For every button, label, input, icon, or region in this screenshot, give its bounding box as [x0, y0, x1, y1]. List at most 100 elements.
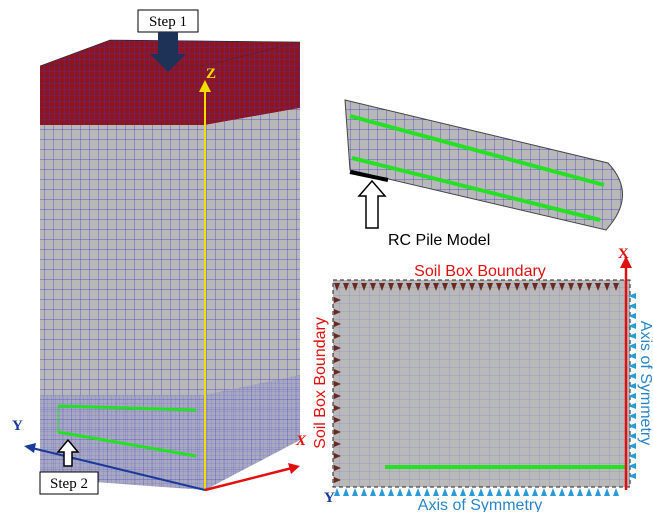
fixed-support: [379, 283, 385, 291]
fixed-support: [550, 283, 556, 291]
fixed-support: [514, 283, 520, 291]
fixed-support: [487, 283, 493, 291]
section-mesh: [333, 280, 630, 487]
fixed-support: [343, 283, 349, 291]
fixed-support: [361, 283, 367, 291]
step2-arrow: [56, 438, 80, 467]
fixed-support: [451, 283, 457, 291]
x-arrow: [288, 463, 300, 474]
roller-support: [550, 488, 556, 496]
fixed-support: [613, 283, 619, 291]
pile-arrow: [357, 179, 387, 229]
roller-support: [628, 453, 636, 459]
roller-support: [424, 488, 430, 496]
roller-support: [532, 488, 538, 496]
fixed-support: [505, 283, 511, 291]
step2-label: Step 2: [50, 476, 88, 492]
fixed-support: [478, 283, 484, 291]
supports: [334, 283, 636, 496]
roller-support: [487, 488, 493, 496]
step2-box: [39, 471, 99, 495]
pile: [344, 99, 623, 231]
roller-support: [370, 488, 376, 496]
roller-support: [628, 473, 636, 479]
fixed-support: [334, 333, 341, 339]
fixed-support: [397, 283, 403, 291]
roller-support: [478, 488, 484, 496]
roller-support: [505, 488, 511, 496]
fixed-support: [388, 283, 394, 291]
pile-label: RC Pile Model: [388, 232, 490, 249]
fixed-support: [532, 283, 538, 291]
fixed-support: [370, 283, 376, 291]
soil-block: [39, 39, 301, 490]
roller-support: [628, 353, 636, 359]
fixed-support: [334, 453, 341, 459]
fixed-support: [406, 283, 412, 291]
section-y-label: Y: [324, 490, 335, 506]
roller-support: [628, 383, 636, 389]
fixed-support: [541, 283, 547, 291]
roller-support: [568, 488, 574, 496]
fixed-support: [334, 429, 341, 435]
left-label: Soil Box Boundary: [312, 317, 329, 449]
roller-support: [628, 433, 636, 439]
fixed-support: [334, 357, 341, 363]
fixed-support: [595, 283, 601, 291]
x-label: X: [295, 433, 307, 449]
fixed-support: [442, 283, 448, 291]
z-label: Z: [206, 66, 216, 82]
roller-support: [628, 373, 636, 379]
fixed-support: [460, 283, 466, 291]
fixed-support: [334, 297, 341, 303]
roller-support: [397, 488, 403, 496]
roller-support: [613, 488, 619, 496]
roller-support: [628, 463, 636, 469]
fixed-support: [568, 283, 574, 291]
fixed-support: [334, 465, 341, 471]
top-label: Soil Box Boundary: [414, 263, 546, 280]
section-boundary: [332, 279, 631, 488]
fixed-support: [559, 283, 565, 291]
roller-support: [628, 413, 636, 419]
fixed-support: [334, 345, 341, 351]
z-arrow: [199, 80, 211, 92]
step1-label: Step 1: [149, 14, 187, 30]
step1-arrow: [150, 32, 186, 72]
roller-support: [559, 488, 565, 496]
roller-support: [628, 293, 636, 299]
fixed-support: [604, 283, 610, 291]
fixed-support: [334, 417, 341, 423]
section-x-label: X: [618, 246, 629, 262]
fixed-support: [334, 309, 341, 315]
fixed-support: [352, 283, 358, 291]
fixed-support: [334, 283, 340, 291]
roller-support: [433, 488, 439, 496]
section-x-arrow: [620, 256, 632, 268]
fixed-support: [433, 283, 439, 291]
y-axis: [31, 447, 206, 491]
roller-support: [541, 488, 547, 496]
roller-support: [628, 443, 636, 449]
roller-support: [406, 488, 412, 496]
fixed-support: [577, 283, 583, 291]
fixed-support: [334, 369, 341, 375]
right-label: Axis of Symmetry: [637, 321, 653, 445]
roller-support: [586, 488, 592, 496]
roller-support: [577, 488, 583, 496]
fixed-support: [334, 477, 341, 483]
fixed-support: [469, 283, 475, 291]
y-arrow: [24, 443, 36, 453]
fixed-support: [496, 283, 502, 291]
roller-support: [628, 343, 636, 349]
roller-support: [460, 488, 466, 496]
roller-support: [628, 403, 636, 409]
roller-support: [352, 488, 358, 496]
bottom-label: Axis of Symmetry: [418, 497, 542, 512]
fixed-support: [334, 405, 341, 411]
fixed-support: [424, 283, 430, 291]
roller-support: [469, 488, 475, 496]
roller-support: [451, 488, 457, 496]
roller-support: [628, 303, 636, 309]
